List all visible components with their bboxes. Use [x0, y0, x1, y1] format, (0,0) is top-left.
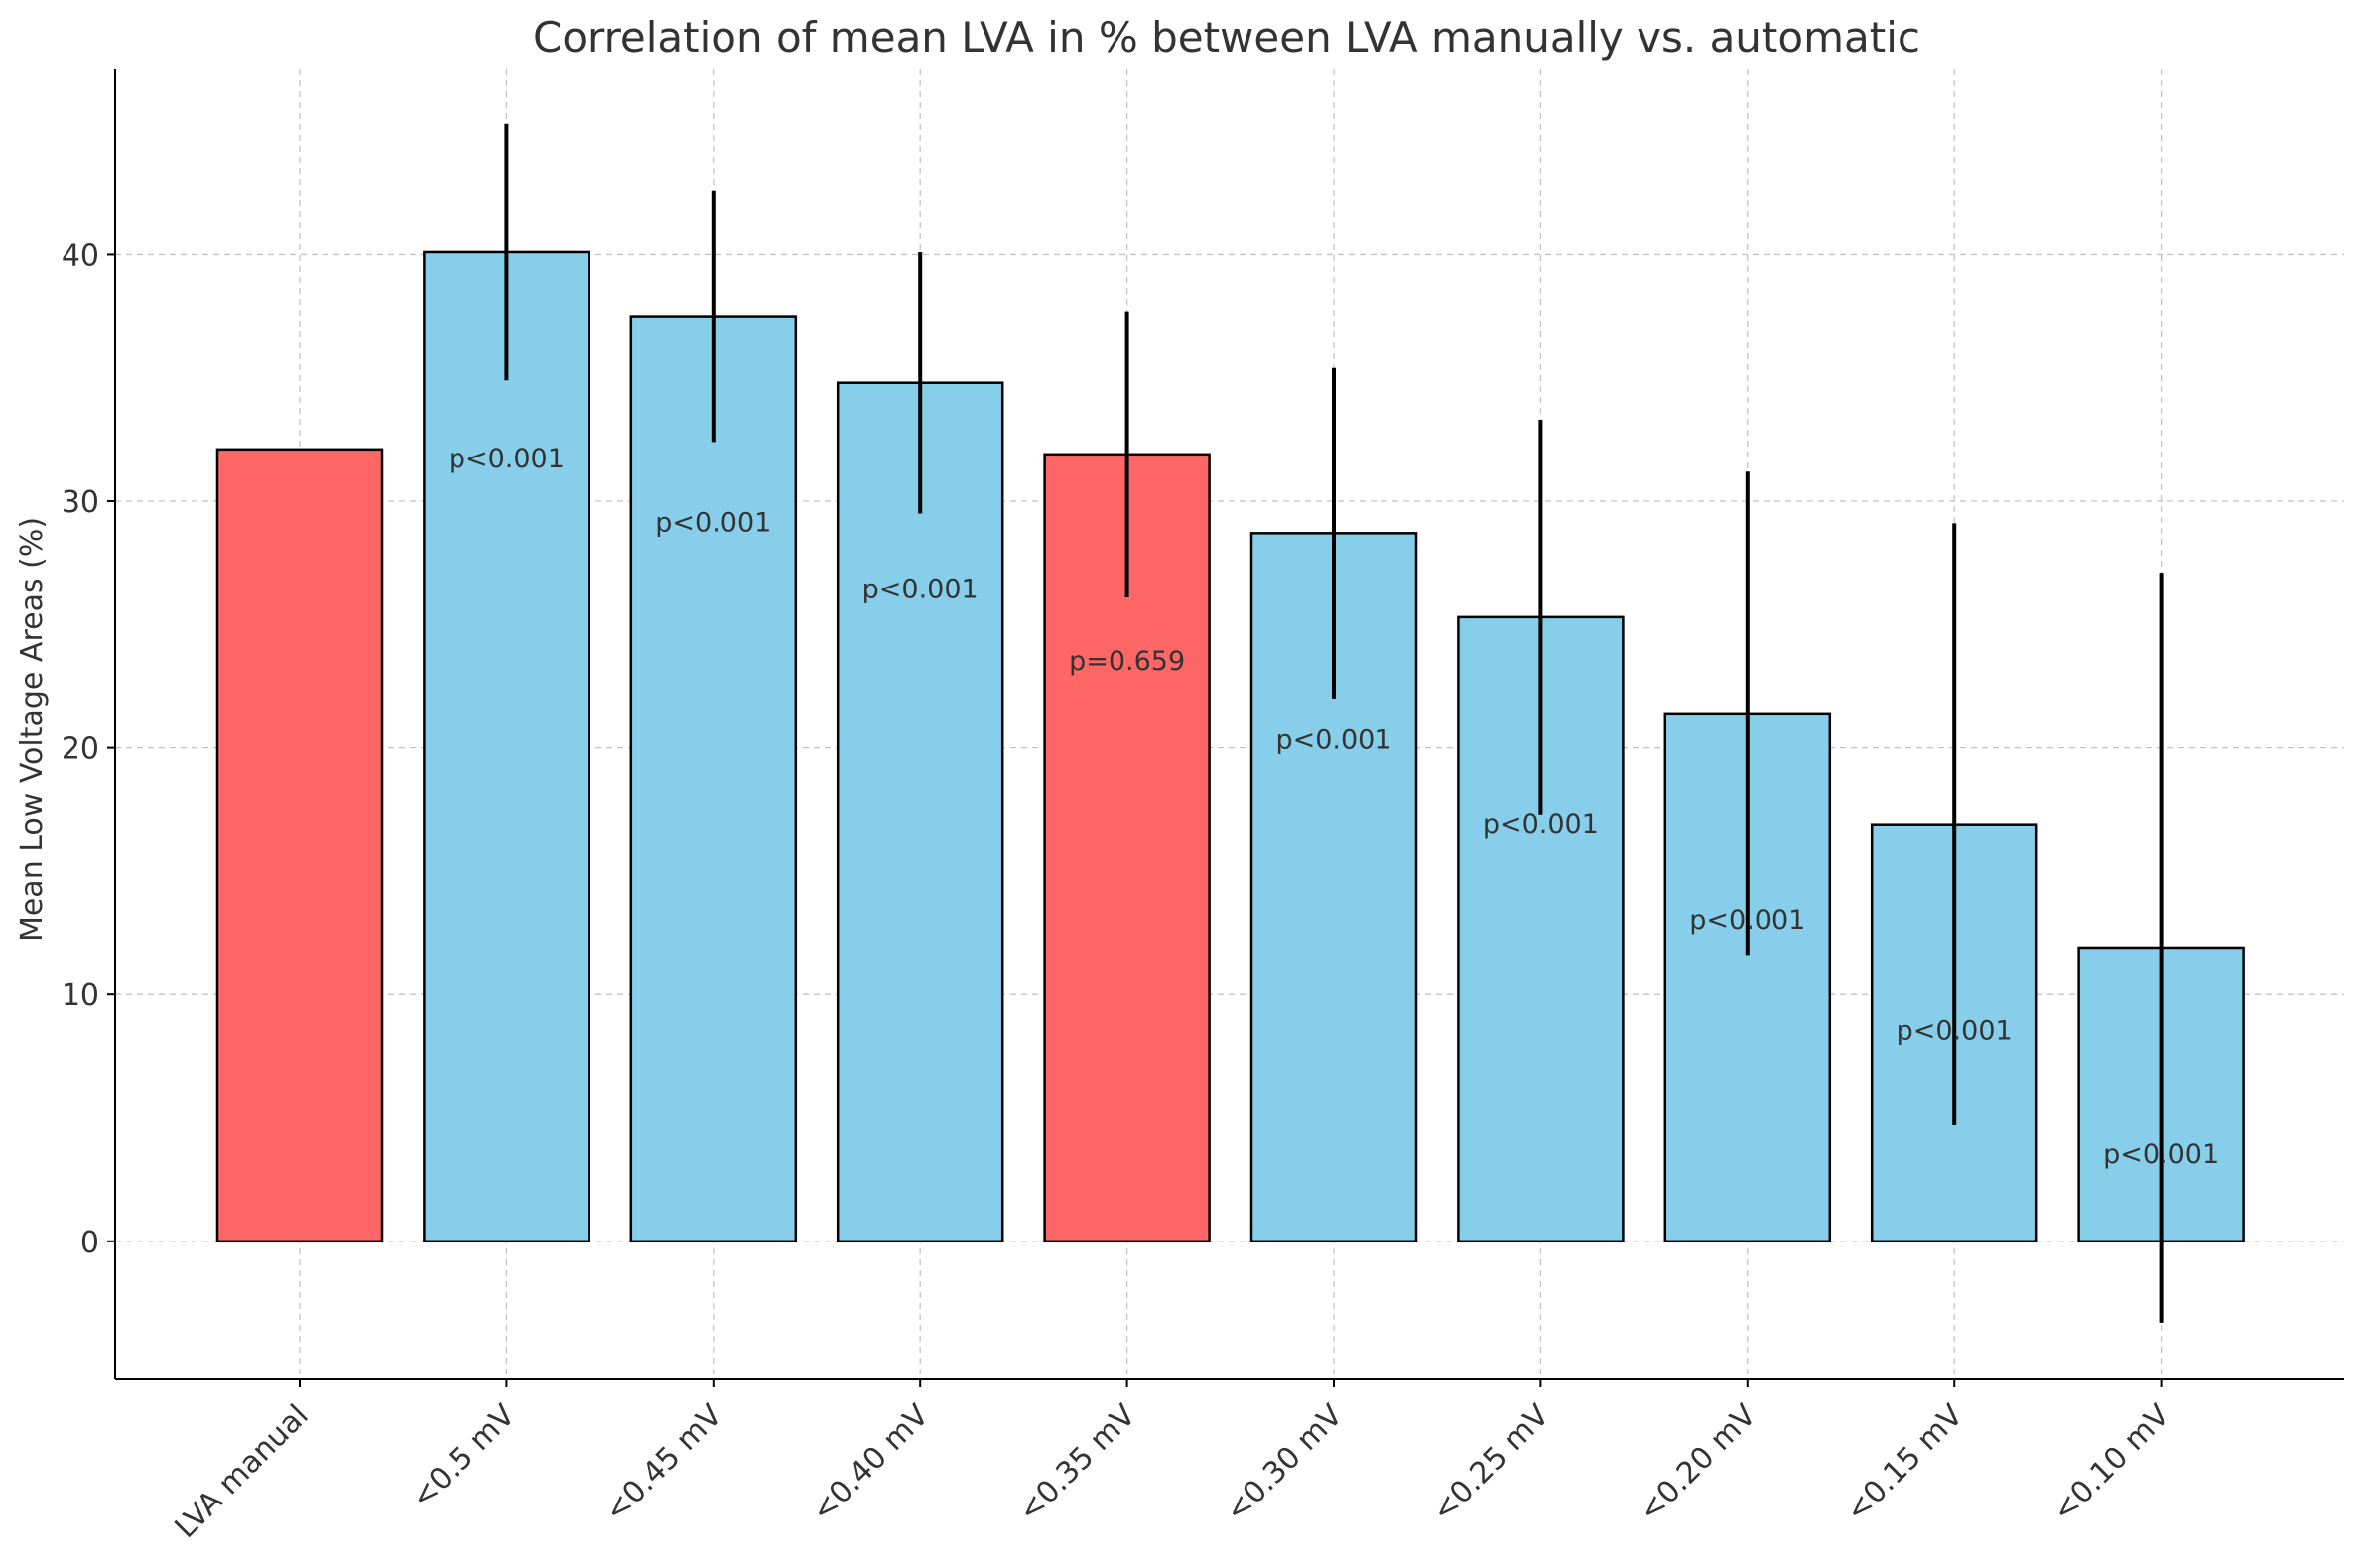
y-tick-label: 30: [62, 485, 99, 520]
bars: [215, 250, 2245, 1243]
p-value-labels: p<0.001 p<0.001 p<0.001 p=0.659 p<0.001 p<0.0…: [449, 444, 2219, 1170]
x-tick-label: <0.20 mV: [1633, 1398, 1764, 1529]
x-tick-label: <0.25 mV: [1425, 1398, 1556, 1529]
y-tick-label: 10: [62, 979, 99, 1013]
p-value-label: p<0.001: [1897, 1016, 2013, 1047]
p-value-label: p<0.001: [1689, 905, 1805, 936]
bar-0-45-mv: [629, 315, 798, 1243]
x-tick-label: <0.15 mV: [1839, 1398, 1970, 1529]
bar-0-5-mv: [423, 250, 590, 1243]
y-axis-label: Mean Low Voltage Areas (%): [15, 517, 50, 942]
y-ticks: 0 10 20 30 40: [62, 238, 115, 1260]
y-tick-label: 40: [62, 238, 99, 273]
p-value-label: p<0.001: [2103, 1139, 2219, 1170]
p-value-label: p<0.001: [449, 444, 565, 474]
chart-title: Correlation of mean LVA in % between LVA…: [533, 13, 1920, 62]
x-tick-label: <0.45 mV: [598, 1398, 729, 1529]
bar-0-40-mv: [836, 381, 1004, 1243]
p-value-label: p<0.001: [1483, 809, 1599, 840]
x-tick-label: <0.10 mV: [2046, 1398, 2177, 1529]
x-tick-label: LVA manual: [169, 1398, 316, 1545]
axes: [114, 69, 2344, 1380]
x-tick-label: <0.30 mV: [1219, 1398, 1350, 1529]
bar-lva-manual: [215, 448, 384, 1243]
x-tick-label: <0.35 mV: [1012, 1398, 1143, 1529]
y-tick-label: 20: [62, 732, 99, 767]
x-tick-label: <0.5 mV: [405, 1398, 523, 1516]
x-ticks: LVA manual <0.5 mV <0.45 mV <0.40 mV <0.35 m…: [169, 1379, 2177, 1545]
x-tick-label: <0.40 mV: [805, 1398, 936, 1529]
p-value-label: p<0.001: [655, 508, 771, 539]
error-bars: [504, 123, 2164, 1323]
p-value-label: p<0.001: [862, 575, 979, 605]
p-value-label: p<0.001: [1275, 724, 1391, 755]
y-tick-label: 0: [80, 1226, 99, 1260]
p-value-label: p=0.659: [1069, 646, 1185, 677]
